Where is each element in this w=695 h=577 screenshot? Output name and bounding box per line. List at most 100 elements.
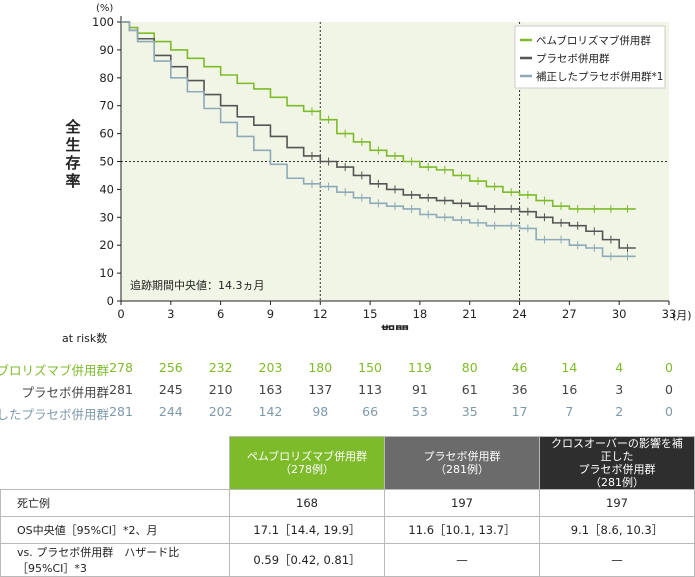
y-tick-label: 20 [99, 238, 114, 252]
x-axis-title: 期間 [381, 325, 409, 330]
at-risk-row-label: プラセボ併用群 [21, 385, 109, 400]
at-risk-value: 137 [308, 382, 333, 397]
at-risk-row: 補正したプラセボ併用群281 244 202 142 98 66 53 35 17 7 2 0 [0, 404, 695, 422]
axes: 0 10 20 30 40 50 60 70 80 90 100 0 3 6 9 12 15 18 21 24 27 30… [92, 15, 676, 321]
x-tick-label: 15 [363, 307, 378, 321]
legend-label: ペムブロリズマブ併用群 [536, 34, 651, 47]
summary-cell: 168 [229, 489, 385, 517]
reference-lines [121, 22, 669, 301]
y-axis-title-char: 存 [65, 154, 81, 172]
summary-cell: 9.1［8.6, 10.3］ [539, 516, 695, 544]
summary-row-label: 死亡例 [0, 489, 230, 517]
at-risk-value: 163 [258, 382, 283, 397]
at-risk-value: 0 [665, 360, 673, 375]
legend-box [514, 25, 666, 89]
at-risk-value: 0 [665, 404, 673, 419]
summary-row-deaths: 死亡例 168 197 197 [0, 489, 695, 517]
summary-header-placebo: プラセボ併用群 （281例） [384, 436, 540, 490]
survival-curves [121, 21, 636, 261]
y-unit-label: (%) [96, 3, 113, 14]
legend-label: プラセボ併用群 [536, 52, 610, 65]
at-risk-value: 278 [109, 360, 133, 375]
summary-header-pembrolizumab: ペムブロリズマブ併用群 （278例） [229, 436, 385, 490]
at-risk-value: 46 [511, 360, 528, 375]
at-risk-value: 232 [208, 360, 233, 375]
summary-cell: 0.59［0.42, 0.81］ [229, 543, 385, 577]
summary-table: ペムブロリズマブ併用群 （278例） プラセボ併用群 （281例） クロスオーバーの… [0, 436, 695, 577]
y-axis-title-char: 率 [65, 172, 81, 190]
x-tick-label: 21 [462, 307, 477, 321]
x-tick-label: 0 [117, 307, 124, 321]
at-risk-value: 3 [615, 382, 624, 397]
at-risk-value: 244 [158, 404, 183, 419]
at-risk-value: 35 [461, 404, 478, 419]
at-risk-value: 119 [407, 360, 432, 375]
summary-cell: 11.6［10.1, 13.7］ [384, 516, 540, 544]
summary-header-empty [0, 436, 230, 490]
at-risk-value: 2 [615, 404, 624, 419]
at-risk-value: 53 [411, 404, 428, 419]
x-tick-label: 18 [413, 307, 428, 321]
y-axis-title: 全生存率 [62, 118, 84, 190]
y-tick-label: 90 [99, 43, 114, 57]
y-tick-label: 70 [99, 99, 114, 113]
y-tick-label: 60 [99, 127, 114, 141]
y-tick-label: 30 [99, 210, 114, 224]
at-risk-value: 113 [358, 382, 382, 397]
at-risk-row: ペムブロリズマブ併用群278 256 232 203 180 150 119 80 46 14 4 0 [0, 360, 695, 378]
survival-curve-2 [121, 21, 636, 258]
at-risk-value: 256 [158, 360, 183, 375]
at-risk-value: 66 [362, 404, 379, 419]
y-tick-label: 100 [92, 15, 114, 29]
at-risk-value: 61 [461, 382, 478, 397]
at-risk-value: 0 [665, 382, 673, 397]
at-risk-value: 17 [511, 404, 528, 419]
at-risk-value: 281 [109, 404, 133, 419]
at-risk-value: 4 [615, 360, 624, 375]
at-risk-value: 98 [312, 404, 329, 419]
summary-row-label: vs. プラセボ併用群 ハザード比［95%CI］*3 [0, 543, 230, 577]
at-risk-value: 281 [109, 382, 133, 397]
x-tick-label: 3 [167, 307, 174, 321]
summary-row-label: OS中央値［95%CI］*2、月 [0, 516, 230, 544]
x-tick-label: 30 [612, 307, 627, 321]
y-tick-label: 80 [99, 71, 114, 85]
summary-cell: — [384, 543, 540, 577]
summary-header-row: ペムブロリズマブ併用群 （278例） プラセボ併用群 （281例） クロスオーバーの… [0, 436, 695, 490]
at-risk-value: 210 [208, 382, 233, 397]
at-risk-value: 202 [208, 404, 233, 419]
at-risk-value: 150 [358, 360, 382, 375]
y-tick-label: 0 [107, 294, 114, 308]
summary-cell: 197 [384, 489, 540, 517]
at-risk-value: 91 [411, 382, 428, 397]
at-risk-title: at risk数 [62, 332, 108, 345]
x-tick-label: 9 [267, 307, 274, 321]
legend-label: 補正したプラセボ併用群*1 [536, 70, 663, 83]
at-risk-value: 80 [461, 360, 478, 375]
x-tick-label: 27 [562, 307, 577, 321]
summary-cell: — [539, 543, 695, 577]
y-tick-label: 50 [99, 155, 114, 169]
at-risk-row-label: ペムブロリズマブ併用群 [0, 363, 109, 378]
x-tick-label: 6 [217, 307, 224, 321]
x-tick-label: 12 [313, 307, 328, 321]
at-risk-row: プラセボ併用群 281 245 210 163 137 113 91 61 36 16 3 0 [0, 382, 695, 400]
x-tick-label: 33 [662, 307, 677, 321]
summary-cell: 17.1［14.4, 19.9］ [229, 516, 385, 544]
y-tick-label: 40 [99, 182, 114, 196]
at-risk-value: 36 [511, 382, 528, 397]
y-axis-title-char: 全 [65, 118, 81, 136]
at-risk-value: 16 [561, 382, 578, 397]
summary-header-adjusted-placebo: クロスオーバーの影響を補正した プラセボ併用群 （281例） [539, 436, 695, 490]
at-risk-row-label: 補正したプラセボ併用群 [0, 407, 109, 422]
at-risk-value: 142 [258, 404, 283, 419]
x-unit-label: (月) [672, 309, 692, 322]
summary-cell: 197 [539, 489, 695, 517]
x-tick-label: 24 [512, 307, 527, 321]
survival-curve-0 [121, 21, 636, 210]
y-tick-label: 10 [99, 266, 114, 280]
at-risk-value: 14 [561, 360, 578, 375]
summary-row-hazard-ratio: vs. プラセボ併用群 ハザード比［95%CI］*3 0.59［0.42, 0.… [0, 543, 695, 577]
survival-curve-1 [121, 21, 636, 249]
